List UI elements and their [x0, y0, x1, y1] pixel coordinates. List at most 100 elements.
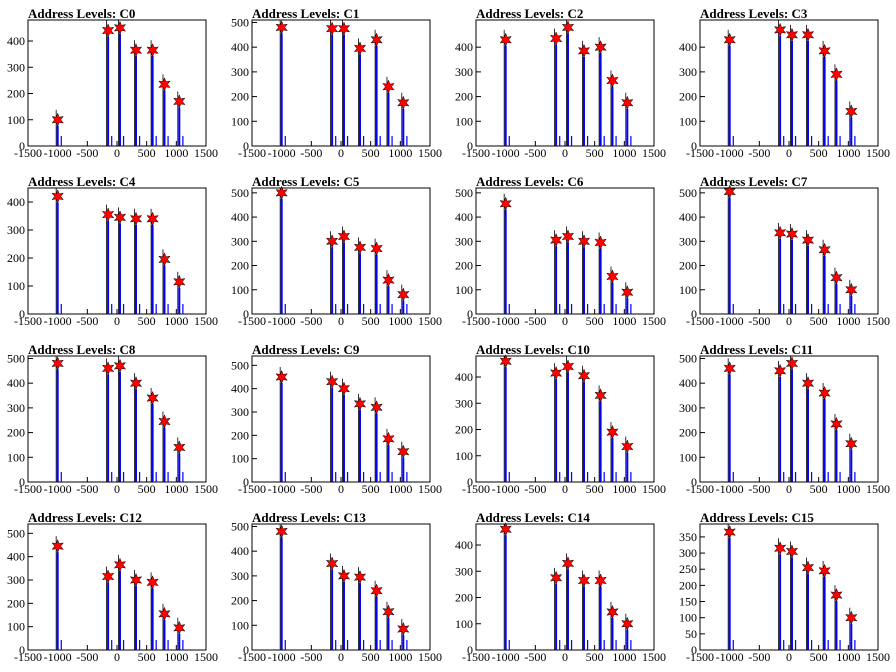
data-bar: [342, 242, 345, 314]
star-marker-icon: [353, 569, 367, 585]
data-bar: [850, 449, 853, 482]
y-tick-label: 0: [691, 475, 697, 489]
star-marker-icon: [173, 620, 186, 636]
x-tick-label: -500: [300, 650, 322, 664]
data-bar-minor: [335, 304, 337, 314]
star-marker-icon: [146, 42, 159, 58]
chart-title: Address Levels: C15: [700, 510, 814, 525]
x-tick-label: 1500: [418, 146, 442, 160]
x-tick-label: 1000: [836, 146, 860, 160]
data-bar: [611, 86, 614, 146]
data-bar-minor: [362, 136, 365, 146]
data-bar-minor: [155, 640, 157, 650]
x-tick-label: -1000: [44, 482, 72, 496]
x-tick-label: -500: [76, 314, 98, 328]
star-marker-icon: [146, 211, 159, 226]
y-tick-label: 0: [467, 139, 473, 153]
x-tick-label: 1000: [612, 146, 636, 160]
data-bar: [823, 255, 826, 314]
data-bar-minor: [854, 640, 856, 650]
data-bar-minor: [603, 304, 605, 314]
data-bar-minor: [284, 136, 286, 146]
x-tick-label: -1000: [716, 650, 744, 664]
y-tick-label: 200: [231, 428, 249, 442]
x-tick-label: 1500: [194, 314, 218, 328]
data-bar-minor: [570, 136, 573, 146]
data-bar: [56, 552, 59, 650]
star-marker-icon: [101, 23, 115, 38]
data-bar: [626, 298, 629, 314]
x-tick-label: -500: [76, 482, 98, 496]
y-tick-label: 0: [691, 139, 697, 153]
x-tick-label: -500: [748, 482, 770, 496]
y-tick-label: 200: [231, 90, 249, 104]
star-marker-icon: [594, 39, 607, 55]
data-bar-minor: [284, 472, 286, 482]
star-marker-icon: [594, 235, 607, 250]
data-bar: [599, 53, 602, 147]
star-marker-icon: [499, 522, 512, 537]
y-tick-label: 0: [691, 307, 697, 321]
y-tick-label: 0: [243, 139, 249, 153]
data-bar-minor: [810, 136, 813, 146]
data-bar: [118, 223, 121, 314]
data-bar-minor: [615, 136, 617, 146]
data-bar: [823, 399, 826, 482]
x-tick-label: -1000: [716, 482, 744, 496]
data-bar-minor: [586, 640, 589, 650]
star-marker-icon: [549, 232, 563, 248]
star-marker-icon: [101, 361, 115, 376]
data-bar-minor: [732, 472, 734, 482]
data-bar: [402, 300, 405, 314]
star-marker-icon: [382, 272, 395, 288]
y-tick-label: 100: [231, 114, 249, 128]
chart-title: Address Levels: C9: [252, 342, 360, 357]
data-bar-minor: [406, 472, 408, 482]
x-tick-label: 500: [586, 650, 604, 664]
star-marker-icon: [337, 568, 351, 584]
data-bar: [151, 56, 154, 146]
y-tick-label: 300: [231, 234, 249, 248]
star-marker-icon: [499, 32, 512, 47]
data-bar-minor: [603, 136, 605, 146]
data-bar-minor: [794, 304, 797, 314]
star-marker-icon: [158, 77, 171, 92]
y-tick-label: 400: [7, 34, 25, 48]
x-tick-label: -500: [748, 650, 770, 664]
x-tick-label: -1000: [716, 314, 744, 328]
data-bar-minor: [60, 640, 62, 650]
data-bar: [806, 389, 809, 482]
chart-plot: 0 100 200 300 400 -1500 -1000 -500 0 500 1000 1500: [679, 19, 890, 160]
data-bar-minor: [794, 472, 797, 482]
star-marker-icon: [723, 184, 736, 199]
data-bar-minor: [810, 304, 813, 314]
data-bar-minor: [794, 640, 797, 650]
chart-panel: Address Levels: C2 0 100 200 300 400 -1500 -100…: [448, 0, 672, 168]
y-tick-label: 300: [7, 223, 25, 237]
star-marker-icon: [397, 621, 410, 637]
x-tick-label: 1500: [642, 650, 666, 664]
chart-title: Address Levels: C8: [28, 342, 136, 357]
y-tick-label: 0: [19, 475, 25, 489]
data-bar: [626, 452, 629, 482]
x-tick-label: -1000: [492, 146, 520, 160]
data-bar-minor: [783, 304, 785, 314]
x-tick-label: 1000: [836, 314, 860, 328]
star-marker-icon: [113, 358, 127, 374]
data-bar-minor: [406, 136, 408, 146]
y-tick-label: 100: [7, 620, 25, 634]
star-marker-icon: [337, 21, 351, 36]
data-bar: [835, 283, 838, 314]
chart-plot: 0 100 200 300 400 -1500 -1000 -500 0 500 1000 1500: [7, 187, 218, 328]
y-tick-label: 100: [455, 449, 473, 463]
x-tick-label: 1500: [866, 482, 890, 496]
data-bar: [118, 371, 121, 482]
x-tick-label: 500: [810, 482, 828, 496]
star-marker-icon: [773, 22, 787, 38]
data-bar: [375, 413, 378, 482]
chart-plot: 0 100 200 300 400 500 -1500 -1000 -500 0 500 1000 15…: [231, 185, 442, 328]
x-tick-label: 0: [338, 650, 344, 664]
star-marker-icon: [801, 27, 815, 43]
chart-panel: Address Levels: C10 0 100 200 300 400 -1500 -10…: [448, 336, 672, 504]
star-marker-icon: [325, 556, 339, 571]
